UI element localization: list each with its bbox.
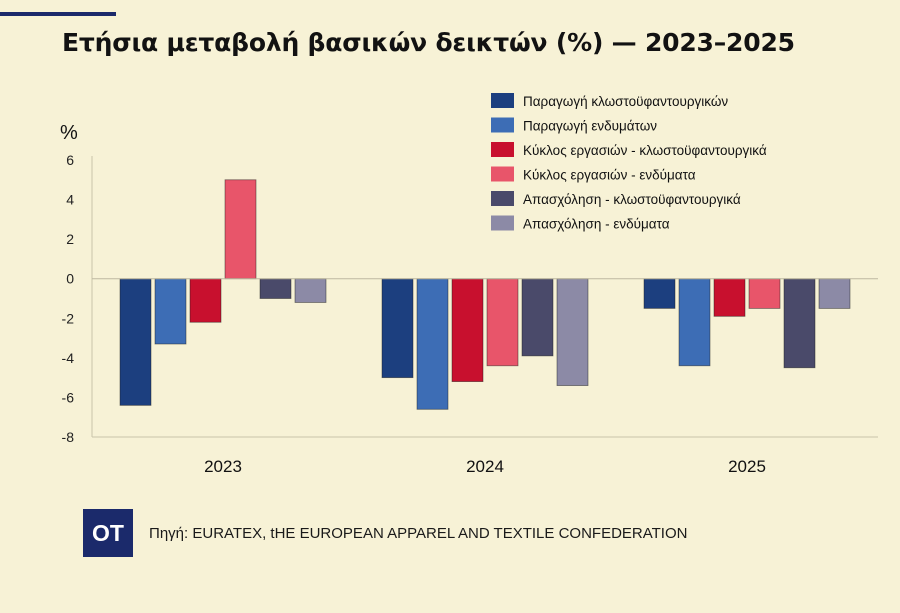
y-tick-label: 0 — [66, 271, 74, 287]
bar — [224, 179, 257, 280]
ot-logo: OT — [83, 509, 133, 557]
bar — [154, 278, 187, 345]
legend-label: Απασχόληση - ενδύματα — [523, 217, 670, 232]
bars — [92, 179, 878, 410]
bar — [818, 278, 851, 309]
y-tick-label: -2 — [62, 310, 75, 326]
legend-label: Κύκλος εργασιών - κλωστοϋφαντουργικά — [523, 143, 767, 158]
bar — [678, 278, 711, 367]
bar — [486, 278, 519, 367]
legend-swatch — [491, 215, 514, 231]
legend-swatch — [491, 93, 514, 108]
legend-label: Κύκλος εργασιών - ενδύματα — [523, 168, 696, 183]
y-axis: % 6 4 2 0 -2 -4 -6 -8 — [60, 122, 93, 445]
legend-swatch — [491, 117, 514, 133]
x-tick-label: 2023 — [204, 457, 242, 476]
legend-swatch — [491, 166, 514, 182]
y-tick-label: 4 — [66, 192, 74, 208]
chart-title: Ετήσια μεταβολή βασικών δεικτών (%) — 20… — [62, 28, 795, 57]
bar — [713, 278, 746, 317]
x-tick-label: 2025 — [728, 457, 766, 476]
bar — [259, 278, 292, 299]
bar — [416, 278, 449, 410]
bar — [521, 278, 554, 357]
y-tick-label: 2 — [66, 231, 74, 247]
y-axis-label: % — [60, 122, 78, 144]
bar — [451, 278, 484, 383]
bar — [556, 278, 589, 386]
bar — [381, 278, 414, 379]
source-note: Πηγή: EURATEX, tHE EUROPEAN APPAREL AND … — [149, 524, 688, 542]
bar — [119, 278, 152, 406]
bar — [783, 278, 816, 369]
footer: OT Πηγή: EURATEX, tHE EUROPEAN APPAREL A… — [83, 509, 687, 557]
x-axis: 2023 2024 2025 — [92, 436, 878, 476]
legend-swatch — [491, 191, 514, 206]
legend: Παραγωγή κλωστοϋφαντουργικών Παραγωγή ενδ… — [491, 93, 767, 232]
y-tick-label: -4 — [62, 350, 75, 366]
bar — [643, 278, 676, 309]
top-accent-bar — [0, 12, 116, 16]
bar — [189, 278, 222, 323]
legend-label: Απασχόληση - κλωστοϋφαντουργικά — [523, 192, 741, 207]
bar — [748, 278, 781, 309]
bar — [294, 278, 327, 303]
y-tick-label: -6 — [62, 389, 75, 405]
y-tick-label: 6 — [66, 152, 74, 168]
legend-label: Παραγωγή κλωστοϋφαντουργικών — [523, 94, 728, 109]
x-tick-label: 2024 — [466, 457, 504, 476]
legend-label: Παραγωγή ενδυμάτων — [523, 119, 657, 134]
y-tick-label: -8 — [62, 429, 75, 445]
legend-swatch — [491, 142, 514, 157]
